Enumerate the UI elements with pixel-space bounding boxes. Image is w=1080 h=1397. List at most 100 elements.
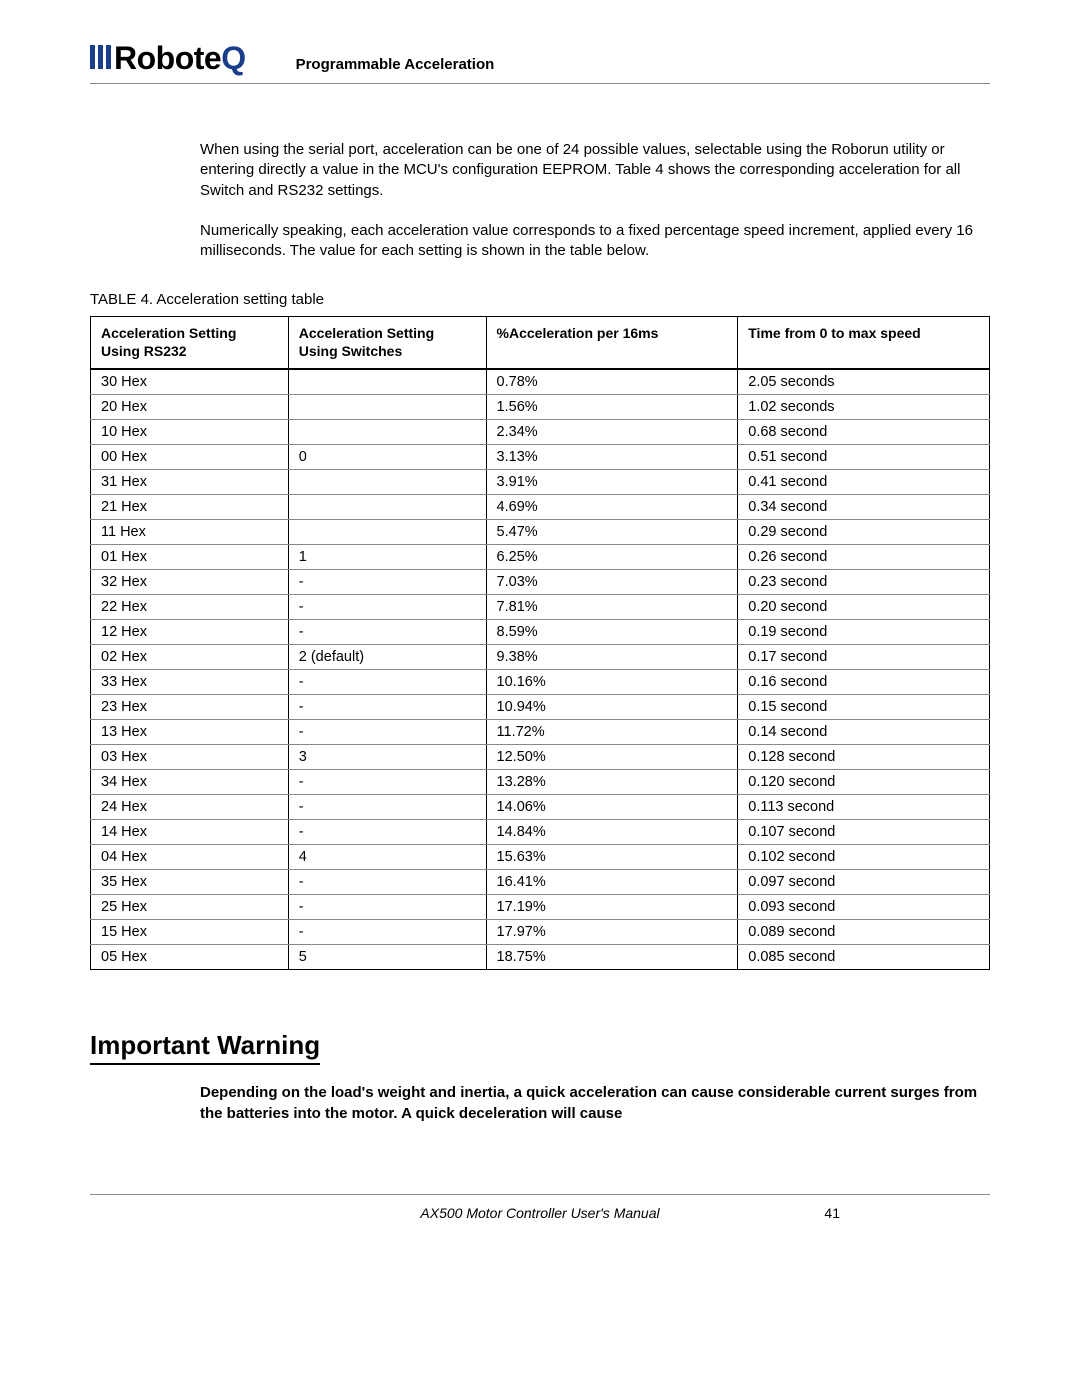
table-cell: 34 Hex xyxy=(91,770,289,795)
warning-body: Depending on the load's weight and inert… xyxy=(200,1083,980,1124)
table-cell: - xyxy=(288,620,486,645)
table-cell: - xyxy=(288,895,486,920)
table-row: 20 Hex 1.56%1.02 seconds xyxy=(91,395,990,420)
table-row: 15 Hex-17.97%0.089 second xyxy=(91,920,990,945)
table-cell: 17.19% xyxy=(486,895,738,920)
page-footer: AX500 Motor Controller User's Manual 41 xyxy=(90,1194,990,1221)
table-cell: 12.50% xyxy=(486,745,738,770)
table-cell: 2.05 seconds xyxy=(738,369,990,395)
logo-bars-icon xyxy=(90,45,111,69)
table-cell: 0.128 second xyxy=(738,745,990,770)
table-cell: 03 Hex xyxy=(91,745,289,770)
table-cell: 18.75% xyxy=(486,945,738,970)
table-cell: 1 xyxy=(288,545,486,570)
table-cell: - xyxy=(288,870,486,895)
table-row: 05 Hex518.75%0.085 second xyxy=(91,945,990,970)
table-cell: 0.23 second xyxy=(738,570,990,595)
table-cell: 0.29 second xyxy=(738,520,990,545)
table-row: 24 Hex-14.06%0.113 second xyxy=(91,795,990,820)
logo: RoboteQ xyxy=(90,40,246,77)
table-cell: 10.94% xyxy=(486,695,738,720)
table-cell: 0.51 second xyxy=(738,445,990,470)
table-cell: 0.14 second xyxy=(738,720,990,745)
table-row: 23 Hex-10.94%0.15 second xyxy=(91,695,990,720)
table-row: 34 Hex-13.28%0.120 second xyxy=(91,770,990,795)
table-cell: 10.16% xyxy=(486,670,738,695)
table-cell: 0.102 second xyxy=(738,845,990,870)
table-cell: 0.16 second xyxy=(738,670,990,695)
table-cell: 1.02 seconds xyxy=(738,395,990,420)
table-row: 01 Hex16.25%0.26 second xyxy=(91,545,990,570)
footer-title: AX500 Motor Controller User's Manual xyxy=(420,1205,659,1221)
table-cell: 4 xyxy=(288,845,486,870)
table-header-switches: Acceleration Setting Using Switches xyxy=(288,317,486,370)
table-cell: 20 Hex xyxy=(91,395,289,420)
table-cell: 1.56% xyxy=(486,395,738,420)
logo-text-main: Robote xyxy=(114,40,221,76)
table-cell: 7.03% xyxy=(486,570,738,595)
table-cell xyxy=(288,395,486,420)
table-cell: 3 xyxy=(288,745,486,770)
table-header-row: Acceleration Setting Using RS232 Acceler… xyxy=(91,317,990,370)
table-row: 04 Hex415.63%0.102 second xyxy=(91,845,990,870)
table-cell: 14.84% xyxy=(486,820,738,845)
table-cell: 0.113 second xyxy=(738,795,990,820)
table-cell: 2 (default) xyxy=(288,645,486,670)
intro-paragraph-2: Numerically speaking, each acceleration … xyxy=(200,221,980,262)
table-cell: 4.69% xyxy=(486,495,738,520)
table-cell: - xyxy=(288,820,486,845)
table-row: 32 Hex-7.03%0.23 second xyxy=(91,570,990,595)
table-row: 31 Hex3.91%0.41 second xyxy=(91,470,990,495)
table-cell: - xyxy=(288,720,486,745)
table-cell: 3.13% xyxy=(486,445,738,470)
table-cell: 0.085 second xyxy=(738,945,990,970)
table-cell: 11.72% xyxy=(486,720,738,745)
table-cell: 0.68 second xyxy=(738,420,990,445)
table-cell: 32 Hex xyxy=(91,570,289,595)
table-cell: 0.15 second xyxy=(738,695,990,720)
table-cell: 04 Hex xyxy=(91,845,289,870)
table-cell: 0.26 second xyxy=(738,545,990,570)
acceleration-table: Acceleration Setting Using RS232 Acceler… xyxy=(90,316,990,970)
table-cell: 14 Hex xyxy=(91,820,289,845)
table-row: 30 Hex0.78%2.05 seconds xyxy=(91,369,990,395)
table-cell: - xyxy=(288,795,486,820)
table-row: 00 Hex03.13%0.51 second xyxy=(91,445,990,470)
table-body: 30 Hex0.78%2.05 seconds20 Hex 1.56%1.02 s… xyxy=(91,369,990,970)
table-header-time: Time from 0 to max speed xyxy=(738,317,990,370)
table-cell: - xyxy=(288,595,486,620)
table-cell: 15 Hex xyxy=(91,920,289,945)
table-cell: - xyxy=(288,670,486,695)
table-cell: 12 Hex xyxy=(91,620,289,645)
table-row: 12 Hex-8.59%0.19 second xyxy=(91,620,990,645)
table-cell: 0.17 second xyxy=(738,645,990,670)
table-row: 33 Hex-10.16%0.16 second xyxy=(91,670,990,695)
table-cell: 01 Hex xyxy=(91,545,289,570)
table-cell: 0.19 second xyxy=(738,620,990,645)
page-header: RoboteQ Programmable Acceleration xyxy=(90,40,990,84)
table-cell: 24 Hex xyxy=(91,795,289,820)
table-cell: - xyxy=(288,770,486,795)
table-row: 03 Hex312.50%0.128 second xyxy=(91,745,990,770)
footer-page-number: 41 xyxy=(824,1205,840,1221)
table-cell: - xyxy=(288,920,486,945)
table-row: 10 Hex2.34%0.68 second xyxy=(91,420,990,445)
table-cell: 6.25% xyxy=(486,545,738,570)
warning-heading: Important Warning xyxy=(90,1030,320,1065)
table-cell: 14.06% xyxy=(486,795,738,820)
table-cell: 2.34% xyxy=(486,420,738,445)
table-cell xyxy=(288,495,486,520)
table-row: 25 Hex-17.19%0.093 second xyxy=(91,895,990,920)
table-row: 13 Hex-11.72%0.14 second xyxy=(91,720,990,745)
table-cell: 0.089 second xyxy=(738,920,990,945)
table-header-percent: %Acceleration per 16ms xyxy=(486,317,738,370)
table-cell: 31 Hex xyxy=(91,470,289,495)
table-cell: 22 Hex xyxy=(91,595,289,620)
table-header-rs232: Acceleration Setting Using RS232 xyxy=(91,317,289,370)
table-cell: 5.47% xyxy=(486,520,738,545)
table-cell: 0.107 second xyxy=(738,820,990,845)
table-cell: 02 Hex xyxy=(91,645,289,670)
table-cell: 3.91% xyxy=(486,470,738,495)
table-cell: 8.59% xyxy=(486,620,738,645)
table-cell: 5 xyxy=(288,945,486,970)
